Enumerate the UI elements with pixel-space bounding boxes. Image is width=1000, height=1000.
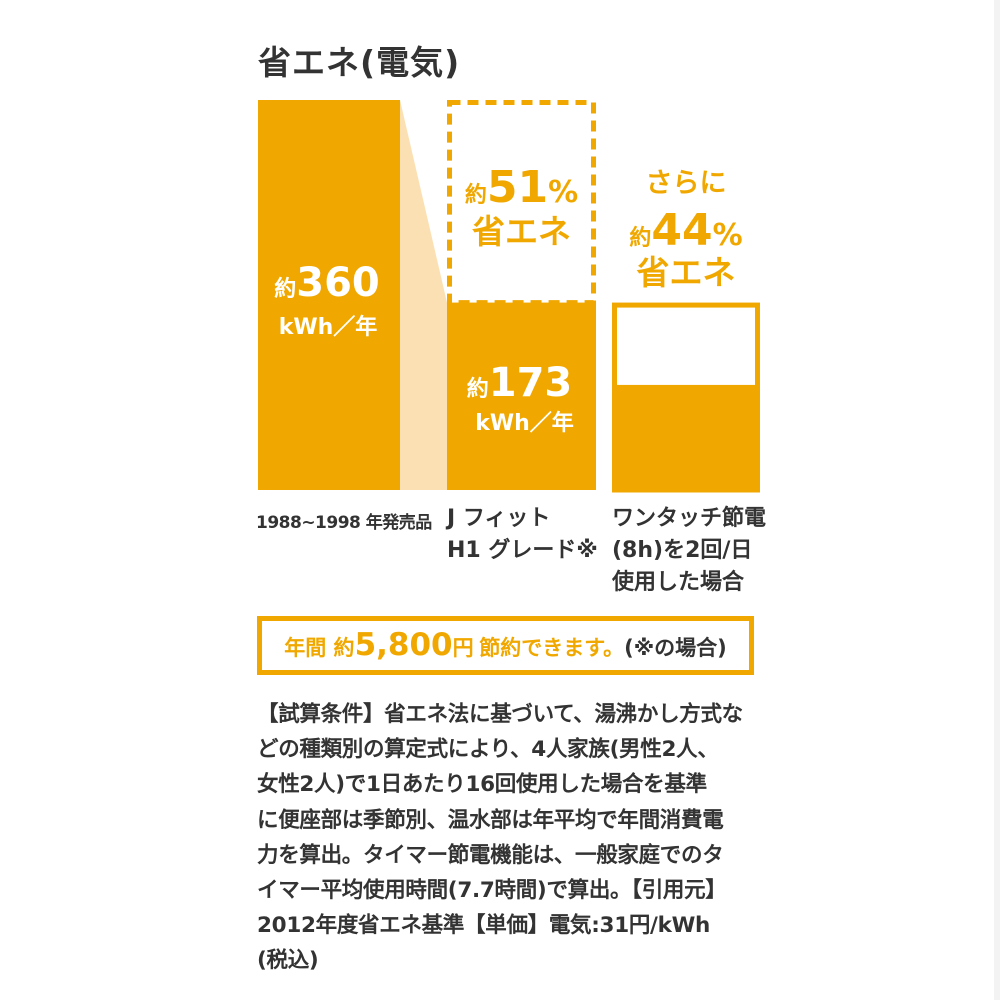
conditions-line-5: 力を算出。タイマー節電機能は、一般家庭でのタ [257, 842, 724, 868]
bar-j-fit-saving-outline [447, 100, 596, 306]
frame-edge [994, 0, 1000, 1000]
conditions-line-4: に便座部は季節別、温水部は年平均で年間消費電 [257, 807, 724, 833]
category-label-2-line1: J フィット [447, 506, 551, 531]
bar-j-fit [447, 302, 596, 490]
conditions-line-1: 【試算条件】省エネ法に基づいて、湯沸かし方式な [257, 702, 743, 727]
annotation-44-percent: 約44% [629, 205, 742, 256]
annotation-51-label: 省エネ [472, 212, 571, 251]
savings-note: (※の場合) [624, 636, 727, 660]
bar-1988-1998-value-label: 約360 [274, 260, 380, 306]
category-label-2-line2: H1 グレード※ [447, 538, 598, 563]
bar-1988-1998-unit-label: kWh／年 [279, 314, 378, 340]
bar-j-fit-unit-label: kWh／年 [475, 410, 574, 436]
bar-one-touch [612, 384, 760, 490]
chart-title: 省エネ(電気) [258, 43, 461, 82]
conditions-line-2: どの種類別の算定式により、4人家族(男性2人、 [257, 737, 719, 763]
category-label-3-line3: 使用した場合 [612, 570, 745, 595]
savings-prefix: 年間 約 [284, 636, 355, 660]
annotation-44-further: さらに [646, 168, 727, 199]
connector-band [400, 100, 447, 490]
savings-suffix: 節約できます。 [479, 636, 625, 660]
conditions-text: 【試算条件】省エネ法に基づいて、湯沸かし方式な どの種類別の算定式により、4人家族… [257, 697, 777, 979]
conditions-line-6: イマー平均使用時間(7.7時間)で算出。【引用元】 [257, 878, 727, 904]
category-label-2: J フィット H1 グレード※ [447, 503, 598, 567]
category-label-3-line1: ワンタッチ節電 [612, 506, 767, 531]
category-label-1: 1988~1998 年発売品 [256, 513, 432, 533]
savings-yen: 円 [452, 636, 474, 660]
category-label-3: ワンタッチ節電 (8h)を2回/日 使用した場合 [612, 503, 766, 599]
savings-box: 年間 約5,800円 節約できます。(※の場合) [257, 616, 754, 675]
annotation-51-percent: 約51% [465, 162, 578, 213]
conditions-line-7: 2012年度省エネ基準【単価】電気:31円/kWh [257, 913, 711, 939]
conditions-line-3: 女性2人)で1日あたり16回使用した場合を基準 [257, 772, 707, 798]
category-label-3-line2: (8h)を2回/日 [612, 538, 753, 563]
bar-j-fit-value-label: 約173 [467, 360, 573, 406]
conditions-line-8: (税込) [257, 948, 319, 974]
annotation-44-label: 省エネ [637, 253, 736, 292]
savings-amount: 5,800 [354, 627, 453, 663]
bar-1988-1998 [258, 100, 400, 490]
